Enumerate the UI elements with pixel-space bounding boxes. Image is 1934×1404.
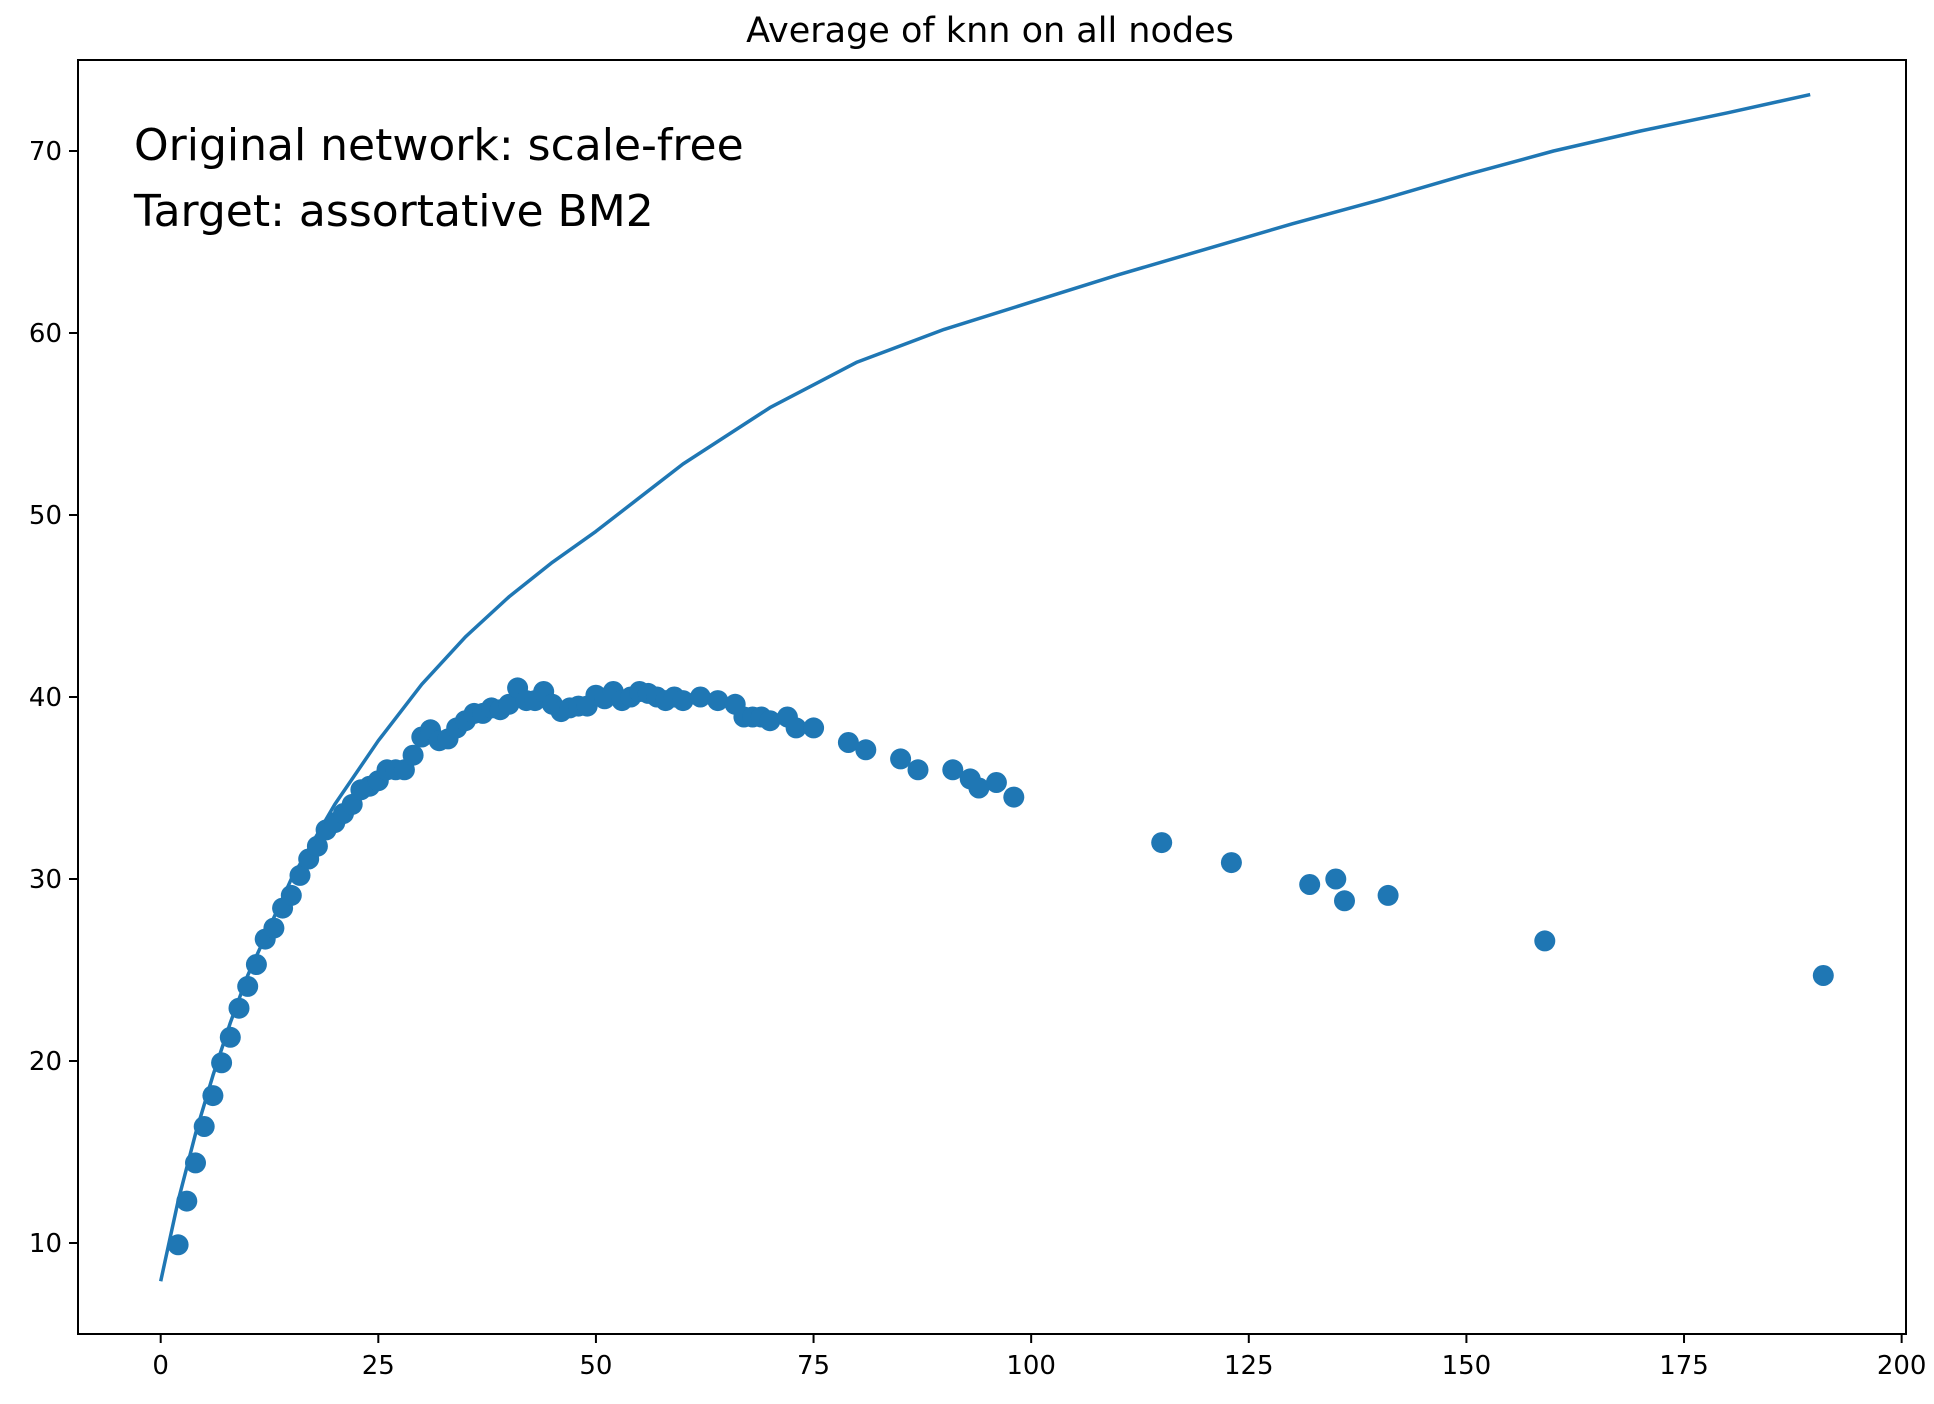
x-tick-label: 100 bbox=[1006, 1351, 1056, 1381]
x-tick-label: 75 bbox=[797, 1351, 830, 1381]
scatter-point bbox=[211, 1052, 233, 1074]
scatter-point bbox=[306, 835, 328, 857]
scatter-point bbox=[1299, 874, 1321, 895]
scatter-point bbox=[985, 772, 1007, 793]
scatter-point bbox=[707, 690, 729, 712]
scatter-point bbox=[185, 1152, 206, 1174]
scatter-point bbox=[890, 748, 912, 770]
y-tick-label: 40 bbox=[29, 683, 62, 713]
x-tick-label: 25 bbox=[362, 1351, 395, 1381]
scatter-point bbox=[228, 997, 250, 1019]
scatter-point bbox=[1151, 832, 1173, 854]
y-tick-label: 50 bbox=[29, 501, 62, 531]
scatter-point bbox=[1812, 965, 1834, 986]
scatter-point bbox=[167, 1234, 189, 1256]
scatter-point bbox=[498, 693, 520, 715]
scatter-point bbox=[942, 759, 964, 781]
scatter-point bbox=[968, 777, 990, 799]
scatter-point bbox=[219, 1026, 241, 1048]
scatter-point bbox=[193, 1116, 215, 1137]
x-tick-label: 150 bbox=[1442, 1351, 1492, 1381]
x-tick-label: 50 bbox=[579, 1351, 612, 1381]
chart-title: Average of knn on all nodes bbox=[746, 11, 1234, 51]
scatter-point bbox=[1220, 852, 1242, 874]
scatter-point bbox=[289, 864, 311, 886]
scatter-point bbox=[855, 739, 877, 761]
scatter-point bbox=[237, 975, 259, 997]
annotation-target: Target: assortative BM2 bbox=[133, 186, 654, 237]
axis-layer: 0 25 50 75 100 125 150 175 200 10 20 30 40 50 60 70 bbox=[29, 137, 1927, 1381]
scatter-point bbox=[689, 686, 711, 708]
scatter-point bbox=[1325, 868, 1347, 890]
scatter-point bbox=[837, 732, 859, 753]
scatter-point bbox=[1003, 786, 1025, 808]
scatter-point bbox=[907, 759, 929, 781]
scatter-point bbox=[1534, 930, 1556, 952]
annotation-original-network: Original network: scale-free bbox=[134, 120, 744, 171]
y-tick-label: 70 bbox=[29, 137, 62, 167]
y-tick-label: 30 bbox=[29, 865, 62, 895]
scatter-point bbox=[202, 1085, 224, 1107]
scatter-point bbox=[1334, 890, 1355, 912]
scatter-point bbox=[759, 710, 781, 732]
scatter-point bbox=[280, 884, 302, 906]
scatter-point bbox=[402, 744, 424, 766]
scatter-point bbox=[263, 917, 285, 939]
y-tick-label: 10 bbox=[29, 1229, 62, 1259]
x-tick-label: 0 bbox=[152, 1351, 169, 1381]
scatter-point bbox=[245, 954, 267, 975]
x-tick-label: 175 bbox=[1659, 1351, 1709, 1381]
scatter-point bbox=[785, 717, 807, 739]
x-tick-label: 200 bbox=[1877, 1351, 1927, 1381]
plot-layer bbox=[158, 92, 1834, 1282]
y-tick-label: 20 bbox=[29, 1047, 62, 1077]
x-tick-label: 125 bbox=[1224, 1351, 1274, 1381]
y-tick-label: 60 bbox=[29, 319, 62, 349]
scatter-point bbox=[672, 690, 694, 712]
scatter-point bbox=[176, 1190, 198, 1212]
scatter-point bbox=[803, 717, 825, 739]
scatter-point bbox=[1377, 884, 1399, 906]
